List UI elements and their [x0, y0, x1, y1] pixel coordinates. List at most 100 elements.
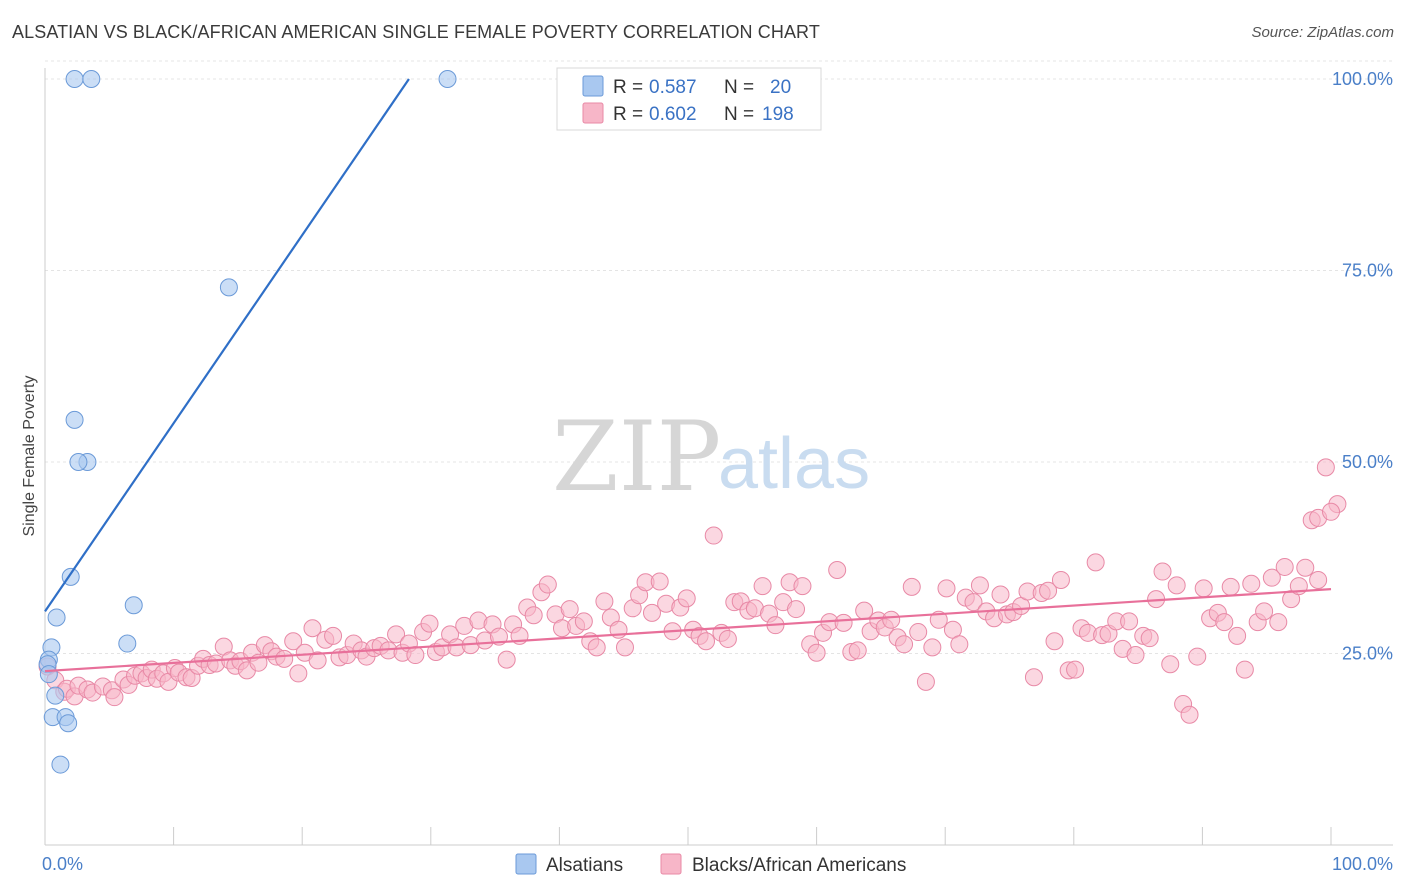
point-blacks-74 — [524, 606, 543, 625]
series-legend: Alsatians Blacks/African Americans — [515, 853, 906, 876]
point-blacks-156 — [1086, 553, 1105, 572]
point-alsatians-14 — [39, 665, 58, 684]
point-blacks-83 — [587, 638, 606, 657]
point-blacks-57 — [406, 646, 425, 665]
point-blacks-149 — [1039, 581, 1058, 600]
point-blacks-91 — [642, 603, 661, 622]
point-blacks-161 — [1120, 612, 1139, 631]
point-blacks-59 — [420, 614, 439, 633]
point-blacks-122 — [855, 601, 874, 620]
point-blacks-139 — [970, 576, 989, 595]
point-blacks-99 — [697, 632, 716, 651]
point-blacks-119 — [834, 613, 853, 632]
point-blacks-178 — [1235, 660, 1254, 679]
trend-lines — [44, 78, 1332, 673]
point-blacks-76 — [538, 575, 557, 594]
point-blacks-150 — [1045, 632, 1064, 651]
point-alsatians-8 — [124, 596, 143, 615]
point-alsatians-6 — [69, 453, 88, 471]
point-blacks-179 — [1242, 574, 1261, 593]
point-blacks-164 — [1140, 629, 1159, 648]
legend-label-alsatians: Alsatians — [546, 855, 623, 876]
watermark: ZIP atlas — [552, 401, 870, 513]
point-blacks-162 — [1126, 646, 1145, 665]
point-blacks-142 — [991, 585, 1010, 604]
legend-r-label-1: R = — [613, 77, 643, 98]
point-blacks-54 — [387, 625, 406, 644]
legend-n-value-1: 20 — [770, 77, 791, 98]
point-blacks-79 — [560, 600, 579, 619]
point-blacks-136 — [950, 635, 969, 654]
point-blacks-96 — [677, 589, 696, 608]
legend-swatch-blacks-bottom — [660, 853, 682, 875]
x-tick-labels: 0.0% 100.0% — [42, 854, 1393, 874]
point-alsatians-3 — [219, 278, 238, 297]
legend-r-value-2: 0.602 — [649, 104, 697, 125]
point-alsatians-15 — [46, 686, 65, 705]
point-blacks-131 — [916, 672, 935, 691]
legend-r-label-2: R = — [613, 104, 643, 125]
correlation-legend: R = 0.587 N = 20 R = 0.602 N = 198 — [556, 67, 822, 131]
point-alsatians-9 — [47, 608, 66, 627]
y-tick-labels: 25.0% 50.0% 75.0% 100.0% — [1332, 69, 1393, 664]
point-blacks-118 — [828, 561, 847, 580]
point-blacks-172 — [1194, 579, 1213, 598]
point-blacks-153 — [1066, 660, 1085, 679]
point-blacks-147 — [1024, 668, 1043, 687]
point-blacks-171 — [1188, 647, 1207, 666]
point-blacks-166 — [1153, 562, 1172, 581]
point-blacks-92 — [650, 572, 669, 591]
point-blacks-112 — [787, 600, 806, 619]
point-blacks-130 — [909, 623, 928, 642]
trend-line-blacks — [44, 588, 1332, 673]
y-tick-label-1: 50.0% — [1342, 452, 1393, 472]
x-tick-label-max: 100.0% — [1332, 854, 1393, 874]
legend-swatch-alsatians-bottom — [515, 853, 537, 875]
legend-swatch-blacks — [582, 102, 604, 124]
point-blacks-70 — [497, 650, 516, 669]
point-blacks-126 — [882, 610, 901, 629]
point-blacks-182 — [1262, 568, 1281, 587]
point-blacks-38 — [275, 649, 294, 668]
watermark-atlas: atlas — [718, 424, 870, 504]
point-blacks-170 — [1180, 705, 1199, 724]
point-alsatians-18 — [59, 714, 78, 733]
source-label: Source: ZipAtlas.com — [1251, 24, 1394, 41]
point-blacks-168 — [1167, 576, 1186, 595]
point-blacks-167 — [1161, 655, 1180, 674]
y-tick-label-3: 100.0% — [1332, 69, 1393, 89]
legend-label-blacks: Blacks/African Americans — [692, 855, 906, 876]
point-blacks-10 — [105, 688, 124, 707]
point-blacks-187 — [1296, 558, 1315, 577]
point-blacks-183 — [1269, 613, 1288, 632]
point-blacks-138 — [964, 593, 983, 612]
point-blacks-107 — [753, 577, 772, 596]
point-blacks-45 — [324, 626, 343, 645]
point-blacks-175 — [1215, 613, 1234, 632]
point-blacks-134 — [937, 579, 956, 598]
x-tick-label-min: 0.0% — [42, 854, 83, 874]
point-blacks-176 — [1221, 577, 1240, 596]
point-blacks-191 — [1309, 570, 1328, 589]
point-alsatians-2 — [438, 70, 457, 88]
y-tick-label-2: 75.0% — [1342, 261, 1393, 281]
chart-title: ALSATIAN VS BLACK/AFRICAN AMERICAN SINGL… — [12, 22, 820, 42]
point-blacks-81 — [574, 612, 593, 631]
grid-lines — [45, 60, 1393, 654]
point-blacks-84 — [595, 592, 614, 611]
point-alsatians-19 — [51, 755, 70, 774]
point-blacks-184 — [1275, 557, 1294, 576]
point-blacks-193 — [1322, 502, 1340, 521]
point-blacks-128 — [895, 635, 914, 654]
point-blacks-115 — [807, 643, 826, 662]
legend-swatch-alsatians — [582, 75, 604, 97]
legend-n-value-2: 198 — [762, 104, 794, 125]
point-blacks-43 — [308, 651, 327, 670]
point-blacks-102 — [718, 629, 737, 648]
point-alsatians-4 — [65, 410, 84, 429]
y-tick-label-0: 25.0% — [1342, 644, 1393, 664]
legend-n-label-1: N = — [724, 77, 754, 98]
point-blacks-113 — [793, 577, 812, 596]
point-alsatians-1 — [82, 70, 101, 88]
